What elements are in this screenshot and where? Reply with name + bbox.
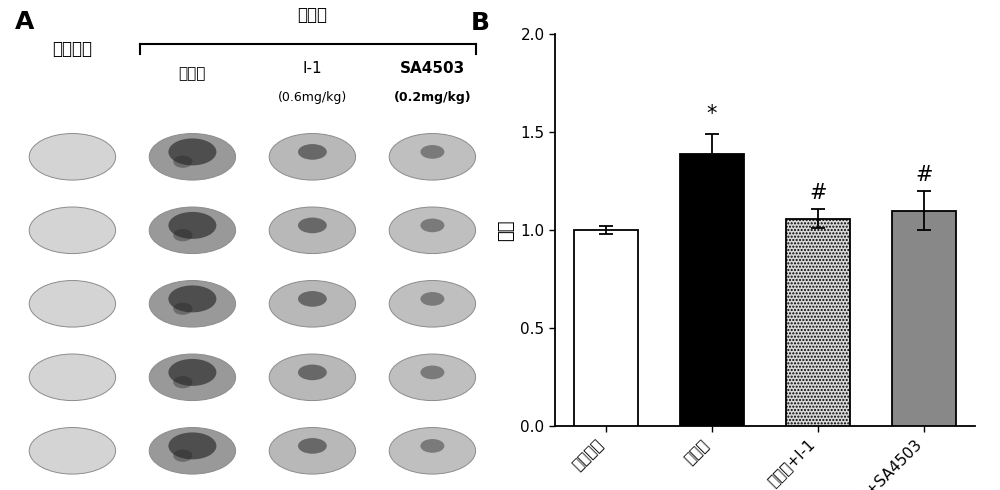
Text: (0.6mg/kg): (0.6mg/kg) [278, 92, 347, 104]
Text: 伪手术组: 伪手术组 [52, 40, 92, 58]
Ellipse shape [389, 427, 476, 474]
Ellipse shape [173, 450, 192, 462]
Ellipse shape [420, 219, 444, 232]
Bar [680, 154, 744, 426]
Ellipse shape [168, 212, 216, 239]
Ellipse shape [168, 433, 216, 460]
Text: 模型组: 模型组 [297, 6, 327, 24]
Text: #: # [809, 183, 827, 203]
Ellipse shape [269, 280, 356, 327]
Ellipse shape [29, 354, 116, 401]
Ellipse shape [149, 280, 236, 327]
Ellipse shape [149, 427, 236, 474]
Bar [892, 211, 956, 426]
Ellipse shape [29, 280, 116, 327]
Text: (0.2mg/kg): (0.2mg/kg) [394, 92, 471, 104]
Ellipse shape [420, 292, 444, 306]
Ellipse shape [29, 427, 116, 474]
Ellipse shape [389, 280, 476, 327]
Ellipse shape [298, 218, 327, 233]
Ellipse shape [173, 155, 192, 168]
Ellipse shape [29, 207, 116, 254]
Text: B: B [471, 11, 490, 35]
Ellipse shape [168, 359, 216, 386]
Ellipse shape [168, 285, 216, 313]
Ellipse shape [173, 229, 192, 241]
Ellipse shape [298, 144, 327, 160]
Ellipse shape [389, 134, 476, 180]
Ellipse shape [269, 427, 356, 474]
Ellipse shape [269, 354, 356, 401]
Ellipse shape [389, 207, 476, 254]
Ellipse shape [173, 303, 192, 315]
Ellipse shape [269, 207, 356, 254]
Ellipse shape [420, 145, 444, 159]
Ellipse shape [298, 291, 327, 307]
Ellipse shape [298, 438, 327, 454]
Ellipse shape [420, 439, 444, 453]
Bar [574, 230, 638, 426]
Ellipse shape [269, 134, 356, 180]
Text: *: * [707, 104, 717, 124]
Text: A: A [15, 10, 34, 34]
Ellipse shape [149, 134, 236, 180]
Ellipse shape [149, 207, 236, 254]
Ellipse shape [298, 365, 327, 380]
Text: I-1: I-1 [303, 61, 322, 76]
Y-axis label: 倍数: 倍数 [497, 220, 515, 241]
Ellipse shape [168, 138, 216, 165]
Text: SA4503: SA4503 [400, 61, 465, 76]
Text: 溶剂组: 溶剂组 [179, 66, 206, 81]
Bar [786, 219, 850, 426]
Ellipse shape [29, 134, 116, 180]
Ellipse shape [389, 354, 476, 401]
Text: #: # [915, 165, 933, 185]
Ellipse shape [420, 366, 444, 379]
Ellipse shape [149, 354, 236, 401]
Ellipse shape [173, 376, 192, 388]
